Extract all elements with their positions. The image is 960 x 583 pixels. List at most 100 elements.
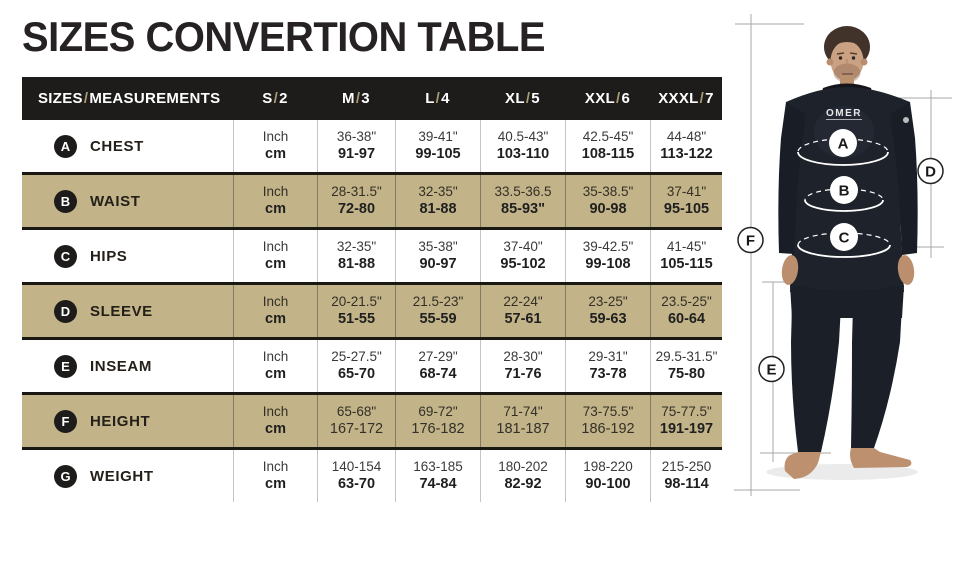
value-cell: 29.5-31.5" 75-80 [650, 340, 722, 392]
page-title: SIZES CONVERTION TABLE [22, 13, 546, 60]
value-cell: 23.5-25" 60-64 [650, 285, 722, 337]
value-cell: 21.5-23" 55-59 [395, 285, 480, 337]
hair-fringe [827, 30, 867, 55]
marker-hips: C [830, 223, 858, 251]
brow-right [849, 52, 858, 55]
letter-badge-e: E [54, 354, 77, 378]
foot-left [784, 452, 821, 479]
row-label-weight: G WEIGHT [22, 450, 233, 502]
waist-ellipse-front [804, 199, 884, 212]
value-cell: 23-25" 59-63 [565, 285, 650, 337]
value-cell: 32-35" 81-88 [395, 175, 480, 227]
marker-height: F [737, 226, 764, 254]
svg-text:A: A [838, 136, 849, 153]
col-header-l4: L/4 [425, 90, 450, 107]
value-cell: 36-38" 91-97 [317, 120, 395, 172]
unit-cell: Inch cm [233, 120, 317, 172]
ear-left [826, 58, 834, 66]
svg-text:E: E [766, 362, 776, 379]
row-label-hips: C HIPS [22, 230, 233, 282]
value-cell: 140-154 63-70 [317, 450, 395, 502]
slash-accent: / [615, 90, 621, 107]
letter-badge-d: D [54, 299, 77, 323]
svg-text:B: B [839, 183, 850, 200]
value-cell: 71-74" 181-187 [480, 395, 565, 447]
size-guide-figure: OMER A B [720, 0, 960, 578]
col-header-m3: M/3 [342, 90, 370, 107]
figure-markers: A B C D E [737, 129, 944, 383]
value-cell: 41-45" 105-115 [650, 230, 722, 282]
wetsuit-man-illustration: OMER A B [734, 14, 952, 496]
value-cell: 22-24" 57-61 [480, 285, 565, 337]
value-cell: 28-31.5" 72-80 [317, 175, 395, 227]
unit-cell: Inch cm [233, 230, 317, 282]
arm-left [778, 102, 806, 254]
chest-ellipse-front [797, 151, 889, 166]
value-cell: 32-35" 81-88 [317, 230, 395, 282]
col-header-xxl6: XXL/6 [584, 90, 631, 107]
brow-left [836, 52, 845, 55]
table-row-sleeve: D SLEEVE Inch cm 20-21.5" 51-55 21.5-23" 55… [22, 282, 722, 337]
svg-text:C: C [839, 230, 850, 247]
slash-accent: / [699, 90, 705, 107]
value-cell: 40.5-43" 103-110 [480, 120, 565, 172]
value-cell: 42.5-45" 108-115 [565, 120, 650, 172]
value-cell: 73-75.5" 186-192 [565, 395, 650, 447]
value-cell: 35-38.5" 90-98 [565, 175, 650, 227]
value-cell: 180-202 82-92 [480, 450, 565, 502]
row-label-waist: B WAIST [22, 175, 233, 227]
table-row-waist: B WAIST Inch cm 28-31.5" 72-80 32-35" 81-88… [22, 172, 722, 227]
marker-inseam: E [758, 355, 785, 383]
hand-right [897, 255, 915, 285]
letter-badge-g: G [54, 464, 77, 488]
table-row-inseam: E INSEAM Inch cm 25-27.5" 65-70 27-29" 68-7… [22, 337, 722, 392]
value-cell: 75-77.5" 191-197 [650, 395, 722, 447]
svg-text:D: D [925, 164, 936, 181]
marker-chest: A [829, 129, 857, 157]
col-header-sizes-measurements: SIZES/MEASUREMENTS [38, 90, 221, 107]
eye-right [851, 56, 856, 60]
row-label-chest: A CHEST [22, 120, 233, 172]
table-row-height: F HEIGHT Inch cm 65-68" 167-172 69-72" 176-… [22, 392, 722, 447]
value-cell: 27-29" 68-74 [395, 340, 480, 392]
unit-cell: Inch cm [233, 395, 317, 447]
slash-accent: / [355, 90, 361, 107]
marker-sleeve: D [917, 157, 944, 185]
ear-right [860, 58, 868, 66]
unit-cell: Inch cm [233, 340, 317, 392]
table-row-hips: C HIPS Inch cm 32-35" 81-88 35-38" 90-97 37… [22, 227, 722, 282]
letter-badge-b: B [54, 189, 77, 213]
sleeve-patch [903, 117, 909, 123]
col-header-xxxl7: XXXL/7 [658, 90, 714, 107]
svg-text:F: F [746, 233, 755, 250]
value-cell: 25-27.5" 65-70 [317, 340, 395, 392]
slash-accent: / [83, 90, 89, 107]
col-header-s2: S/2 [262, 90, 288, 107]
measurement-lines [734, 14, 952, 496]
leg-left [791, 305, 841, 452]
unit-cell: Inch cm [233, 175, 317, 227]
marker-waist: B [830, 176, 858, 204]
table-row-chest: A CHEST Inch cm 36-38" 91-97 39-41" 99-105 … [22, 120, 722, 172]
size-table: SIZES/MEASUREMENTS S/2 M/3 L/4 XL/5 XXL/… [22, 77, 722, 502]
foot-right [850, 448, 912, 468]
letter-badge-f: F [54, 409, 77, 433]
value-cell: 28-30" 71-76 [480, 340, 565, 392]
unit-cell: Inch cm [233, 450, 317, 502]
value-cell: 69-72" 176-182 [395, 395, 480, 447]
man-figure: OMER [778, 26, 918, 479]
col-header-xl5: XL/5 [505, 90, 540, 107]
arm-right [890, 102, 918, 255]
value-cell: 37-40" 95-102 [480, 230, 565, 282]
value-cell: 44-48" 113-122 [650, 120, 722, 172]
value-cell: 37-41" 95-105 [650, 175, 722, 227]
row-label-height: F HEIGHT [22, 395, 233, 447]
brand-logo: OMER [826, 108, 862, 119]
slash-accent: / [525, 90, 531, 107]
value-cell: 35-38" 90-97 [395, 230, 480, 282]
value-cell: 39-42.5" 99-108 [565, 230, 650, 282]
value-cell: 29-31" 73-78 [565, 340, 650, 392]
value-cell: 163-185 74-84 [395, 450, 480, 502]
value-cell: 39-41" 99-105 [395, 120, 480, 172]
